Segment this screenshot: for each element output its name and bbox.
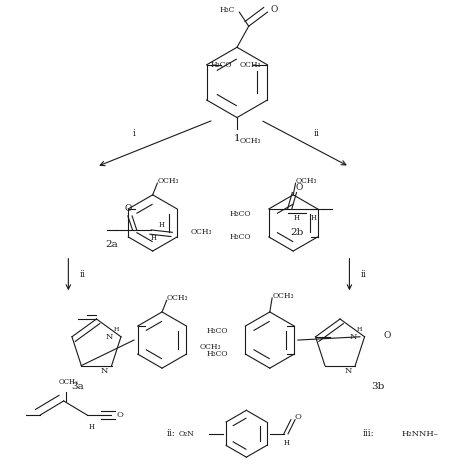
Text: 3b: 3b: [371, 383, 384, 392]
Text: OCH₃: OCH₃: [167, 294, 188, 302]
Text: H: H: [294, 214, 300, 222]
Text: H₃CO: H₃CO: [211, 61, 232, 69]
Text: N: N: [349, 333, 356, 341]
Text: O₂N: O₂N: [179, 430, 195, 438]
Text: O: O: [124, 204, 131, 213]
Text: i: i: [133, 129, 136, 138]
Text: OCH₃: OCH₃: [239, 137, 261, 145]
Text: OCH₃: OCH₃: [58, 378, 78, 386]
Text: OCH₃: OCH₃: [296, 177, 317, 185]
Text: ii: ii: [314, 129, 319, 138]
Text: iii:: iii:: [362, 429, 374, 438]
Text: OCH₃: OCH₃: [272, 292, 293, 300]
Text: ii: ii: [361, 270, 366, 279]
Text: H: H: [89, 423, 95, 431]
Text: H₃CO: H₃CO: [206, 350, 228, 358]
Text: H₃C: H₃C: [219, 6, 235, 14]
Text: OCH₃: OCH₃: [157, 177, 179, 185]
Text: OCH₃: OCH₃: [190, 228, 212, 237]
Text: H: H: [310, 214, 316, 222]
Text: O: O: [271, 5, 278, 14]
Text: N: N: [106, 333, 113, 341]
Text: H: H: [151, 235, 156, 242]
Text: ii: ii: [80, 270, 85, 279]
Text: 2b: 2b: [290, 228, 304, 237]
Text: N: N: [345, 367, 352, 375]
Text: OCH₃: OCH₃: [239, 61, 261, 69]
Text: O: O: [383, 331, 391, 340]
Text: H₃CO: H₃CO: [229, 233, 251, 241]
Text: H₃CO: H₃CO: [229, 210, 251, 218]
Text: OCH₃: OCH₃: [200, 343, 221, 351]
Text: N: N: [101, 367, 108, 375]
Text: H: H: [283, 439, 289, 447]
Text: H: H: [159, 221, 165, 229]
Text: O: O: [296, 183, 303, 192]
Text: 2a: 2a: [105, 239, 118, 248]
Text: O: O: [117, 411, 123, 419]
Text: O: O: [294, 413, 301, 421]
Text: H₂NNH–: H₂NNH–: [401, 430, 438, 438]
Text: ii:: ii:: [167, 429, 176, 438]
Text: H: H: [357, 327, 363, 332]
Text: H₃CO: H₃CO: [206, 327, 228, 335]
Text: 1: 1: [234, 134, 240, 143]
Text: H: H: [114, 327, 119, 332]
Text: 3a: 3a: [72, 383, 84, 392]
